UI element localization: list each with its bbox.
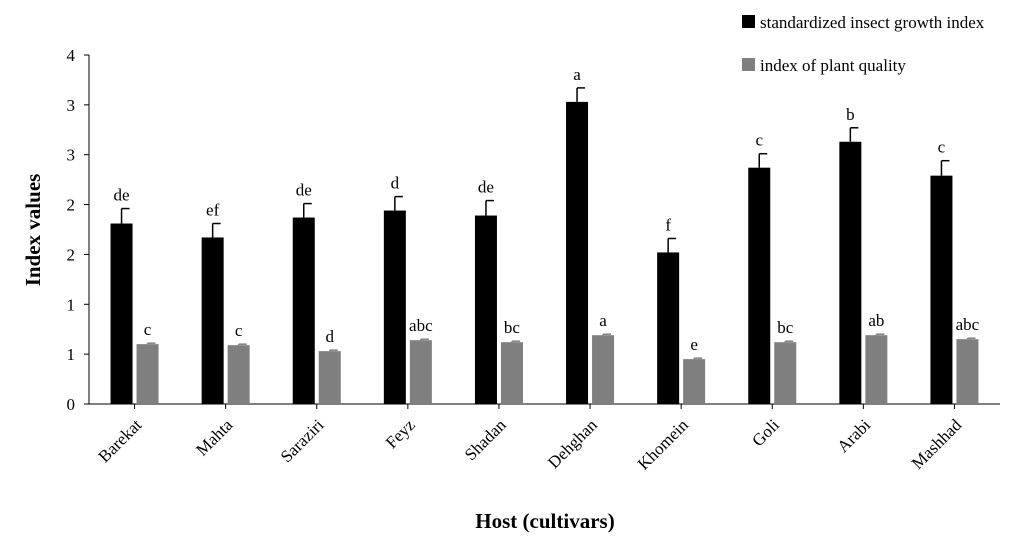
bar-quality	[865, 335, 888, 404]
bar-quality	[227, 345, 250, 404]
bar-quality	[409, 340, 432, 404]
y-tick-label: 1	[67, 345, 76, 364]
bar-growth	[930, 175, 953, 404]
bar-growth	[566, 101, 589, 404]
significance-letter-growth: de	[296, 181, 312, 200]
x-axis-title: Host (cultivars)	[475, 509, 614, 533]
y-tick-label: 3	[67, 146, 76, 165]
bar-growth	[383, 210, 406, 404]
significance-letter-quality: bc	[777, 318, 794, 337]
bar-quality	[500, 342, 523, 404]
x-category-label: Khomein	[634, 415, 693, 474]
significance-letter-quality: abc	[409, 316, 433, 335]
axes	[88, 55, 1000, 405]
x-category-label: Saraziri	[277, 415, 328, 466]
bar-quality	[592, 335, 615, 404]
significance-letter-growth: c	[938, 138, 946, 157]
x-category-label: Dehghan	[544, 415, 601, 472]
x-category-label: Mahta	[192, 415, 236, 459]
bar-growth	[657, 252, 680, 404]
bar-quality	[956, 339, 979, 404]
legend-swatch-quality	[742, 58, 755, 71]
significance-letter-quality: c	[144, 320, 152, 339]
significance-letter-growth: a	[573, 65, 581, 84]
x-category-label: Arabi	[833, 415, 874, 456]
y-tick-label: 2	[67, 196, 76, 215]
bar-growth	[474, 215, 497, 404]
y-tick-label: 3	[67, 96, 76, 115]
x-category-label: Barekat	[95, 415, 146, 466]
significance-letter-growth: b	[846, 105, 855, 124]
significance-letter-growth: c	[755, 131, 763, 150]
y-axis-title: Index values	[21, 174, 45, 287]
bar-quality	[136, 344, 159, 404]
bar-growth	[292, 217, 315, 404]
bar-growth	[201, 237, 224, 404]
significance-letter-quality: ab	[868, 311, 884, 330]
y-axis-ticks: 0 1 1 2 2 3 3 4	[67, 46, 89, 414]
y-tick-label: 1	[67, 295, 76, 314]
significance-letter-quality: abc	[956, 315, 980, 334]
significance-letter-growth: f	[665, 215, 671, 234]
legend-label-quality: index of plant quality	[760, 56, 906, 75]
bar-growth	[748, 167, 771, 404]
x-category-label: Goli	[748, 415, 783, 450]
significance-letter-quality: bc	[504, 318, 521, 337]
significance-letter-growth: de	[114, 186, 130, 205]
significance-letter-growth: ef	[206, 201, 220, 220]
bar-quality	[318, 351, 341, 404]
y-tick-label: 0	[67, 395, 76, 414]
bar-quality	[683, 359, 706, 404]
significance-letter-growth: de	[478, 178, 494, 197]
legend-label-growth: standardized insect growth index	[760, 13, 985, 32]
significance-letter-quality: c	[235, 321, 243, 340]
significance-letter-quality: a	[599, 311, 607, 330]
x-category-label: Mashhad	[908, 415, 966, 473]
significance-letter-quality: d	[326, 327, 335, 346]
bar-growth	[839, 141, 862, 404]
y-tick-label: 2	[67, 245, 76, 264]
x-category-label: Shadan	[461, 415, 510, 464]
legend-swatch-growth	[742, 15, 755, 28]
significance-letter-growth: d	[391, 174, 400, 193]
bar-growth	[110, 223, 133, 404]
significance-letter-quality: e	[690, 335, 698, 354]
x-category-label: Feyz	[382, 415, 419, 452]
x-axis-labels: Barekat Mahta Saraziri Feyz Shadan Dehghan Kho…	[95, 404, 966, 474]
bar-quality	[774, 342, 797, 404]
y-tick-label: 4	[67, 46, 76, 65]
legend: standardized insect growth index index o…	[742, 13, 985, 75]
